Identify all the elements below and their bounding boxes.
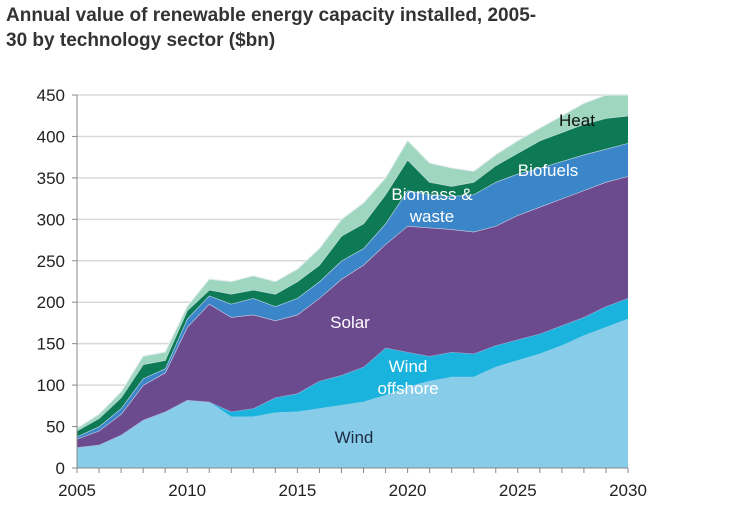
- series-label: Solar: [330, 313, 370, 332]
- area-boundary: [76, 94, 628, 429]
- y-tick-label: 0: [56, 459, 65, 478]
- y-tick-label: 100: [37, 376, 65, 395]
- x-tick-label: 2005: [58, 481, 96, 500]
- y-tick-label: 250: [37, 252, 65, 271]
- y-tick-label: 50: [46, 418, 65, 437]
- y-tick-label: 400: [37, 127, 65, 146]
- chart-title-line-2: 30 by technology sector ($bn): [6, 30, 276, 51]
- y-tick-label: 450: [37, 86, 65, 105]
- y-tick-label: 150: [37, 335, 65, 354]
- chart-title-line-1: Annual value of renewable energy capacit…: [6, 5, 537, 26]
- series-label: Biofuels: [518, 161, 578, 180]
- series-label: waste: [409, 207, 454, 226]
- x-tick-label: 2010: [168, 481, 206, 500]
- series-label: offshore: [377, 379, 438, 398]
- y-tick-label: 300: [37, 210, 65, 229]
- area-wind-offshore: [77, 298, 628, 448]
- x-tick-label: 2015: [278, 481, 316, 500]
- area-biofuels: [77, 115, 628, 437]
- x-tick-label: 2030: [609, 481, 647, 500]
- x-tick-label: 2020: [389, 481, 427, 500]
- x-tick-label: 2025: [499, 481, 537, 500]
- series-label: Wind: [335, 428, 374, 447]
- series-label: Biomass &: [391, 185, 473, 204]
- chart-title: Annual value of renewable energy capacit…: [6, 3, 746, 53]
- area-solar: [77, 176, 628, 448]
- area-wind: [77, 318, 628, 468]
- series-label: Wind: [389, 357, 428, 376]
- y-tick-label: 200: [37, 293, 65, 312]
- y-tick-label: 350: [37, 169, 65, 188]
- area-biomass-waste: [77, 143, 628, 439]
- series-label: Heat: [559, 111, 595, 130]
